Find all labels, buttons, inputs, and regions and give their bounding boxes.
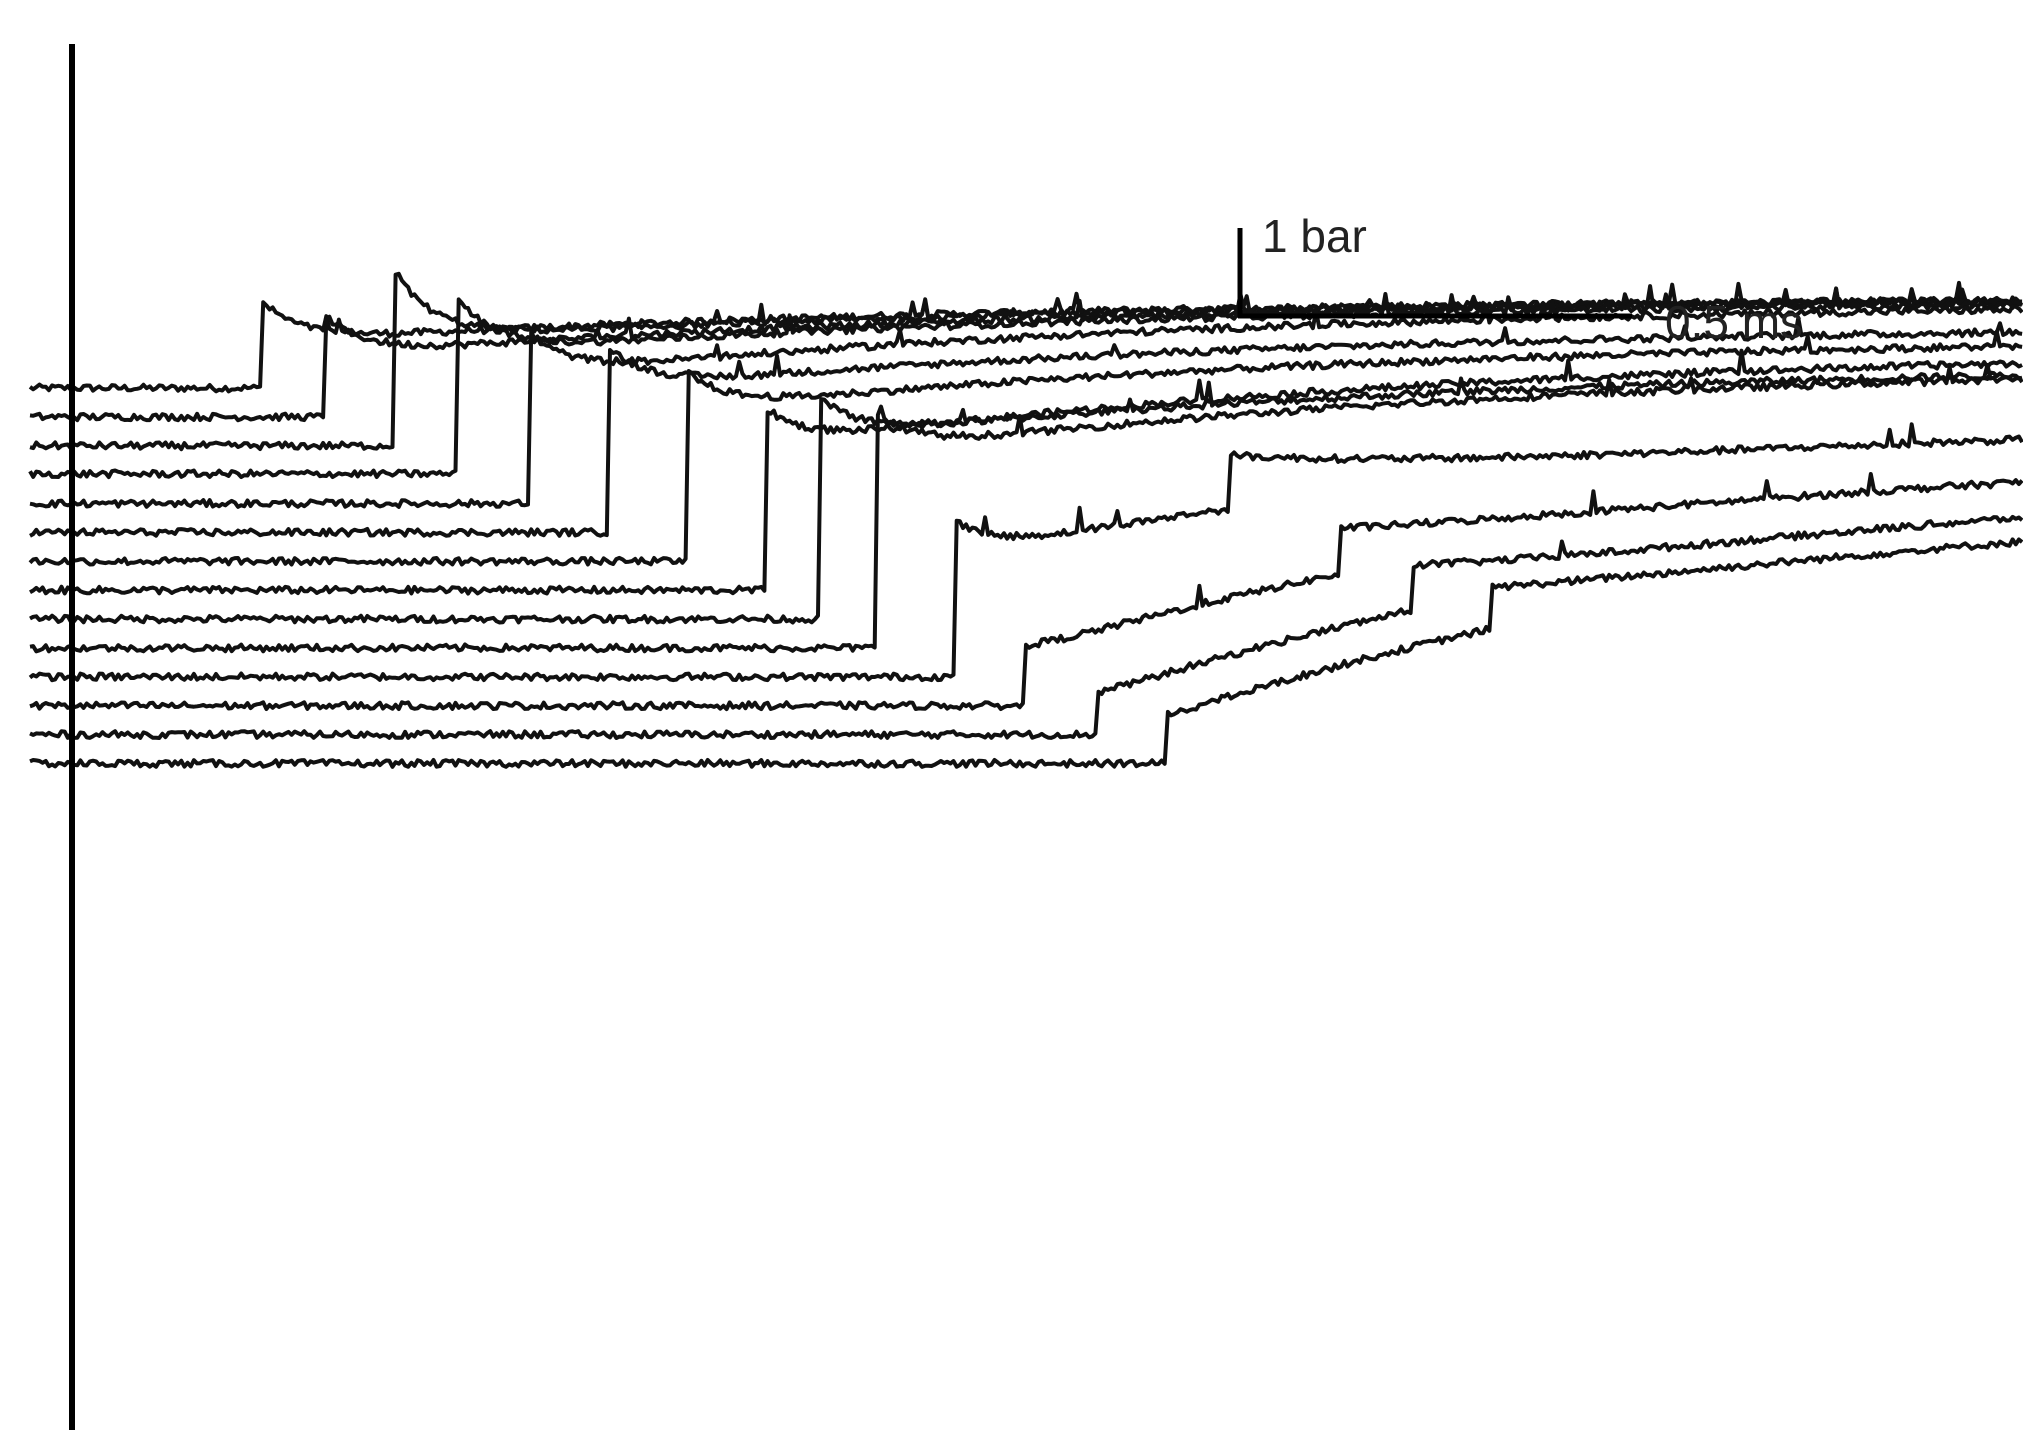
pressure-trace-12 (29, 472, 2023, 712)
pressure-trace-7 (28, 329, 2023, 567)
scale-bar: 1 bar 0.5 ms (1237, 210, 1803, 348)
pressure-trace-5 (29, 299, 2023, 509)
pressure-trace-10 (29, 363, 2023, 654)
pressure-trace-6 (29, 315, 2023, 538)
pressure-trace-14 (29, 537, 2023, 769)
pressure-trace-11 (28, 422, 2023, 683)
pressure-trace-13 (29, 514, 2023, 740)
scale-bar-pressure-label: 1 bar (1262, 210, 1367, 262)
scale-bar-time-label: 0.5 ms (1665, 296, 1803, 348)
pressure-trace-8 (29, 348, 2023, 596)
trace-group (28, 271, 2023, 769)
pressure-trace-9 (29, 370, 2023, 625)
pressure-trace-3 (29, 271, 2023, 452)
pressure-trace-4 (28, 286, 2023, 480)
